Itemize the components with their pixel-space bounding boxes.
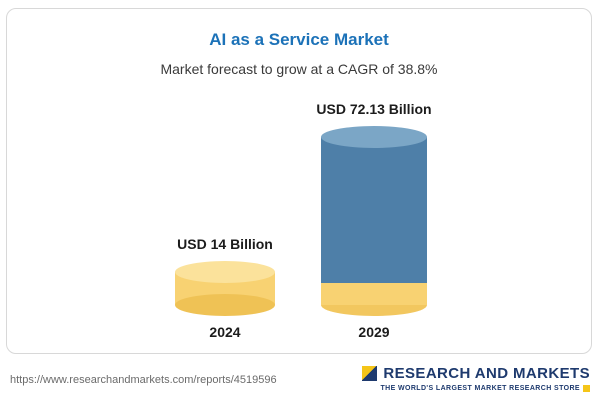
research-and-markets-logo: RESEARCH AND MARKETS THE WORLD'S LARGEST… <box>362 365 590 392</box>
cylinder-2024-bottom-ellipse <box>175 294 275 316</box>
cylinder-2024 <box>175 261 275 316</box>
source-url: https://www.researchandmarkets.com/repor… <box>10 374 277 386</box>
year-label-2024: 2024 <box>209 324 241 340</box>
bar-group-2029: USD 72.13 Billion <box>316 101 432 316</box>
year-label-2029: 2029 <box>358 324 390 340</box>
cylinder-2029 <box>321 126 427 316</box>
bar-group-2024: USD 14 Billion <box>175 236 275 316</box>
chart-card: AI as a Service Market Market forecast t… <box>6 8 592 354</box>
cylinder-2029-top-ellipse <box>321 126 427 148</box>
footer: https://www.researchandmarkets.com/repor… <box>0 356 600 400</box>
chart-title: AI as a Service Market <box>209 30 389 49</box>
logo-tagline: THE WORLD'S LARGEST MARKET RESEARCH STOR… <box>380 385 580 392</box>
chart-subtitle: Market forecast to grow at a CAGR of 38.… <box>160 61 438 77</box>
cylinder-2024-top-ellipse <box>175 261 275 283</box>
value-label-2024: USD 14 Billion <box>177 236 273 252</box>
logo-yellow-square-icon <box>583 385 590 392</box>
logo-title: RESEARCH AND MARKETS <box>383 365 590 382</box>
value-label-2029: USD 72.13 Billion <box>316 101 432 117</box>
cylinder-2029-base-band <box>321 283 427 305</box>
logo-flag-icon <box>362 366 378 381</box>
